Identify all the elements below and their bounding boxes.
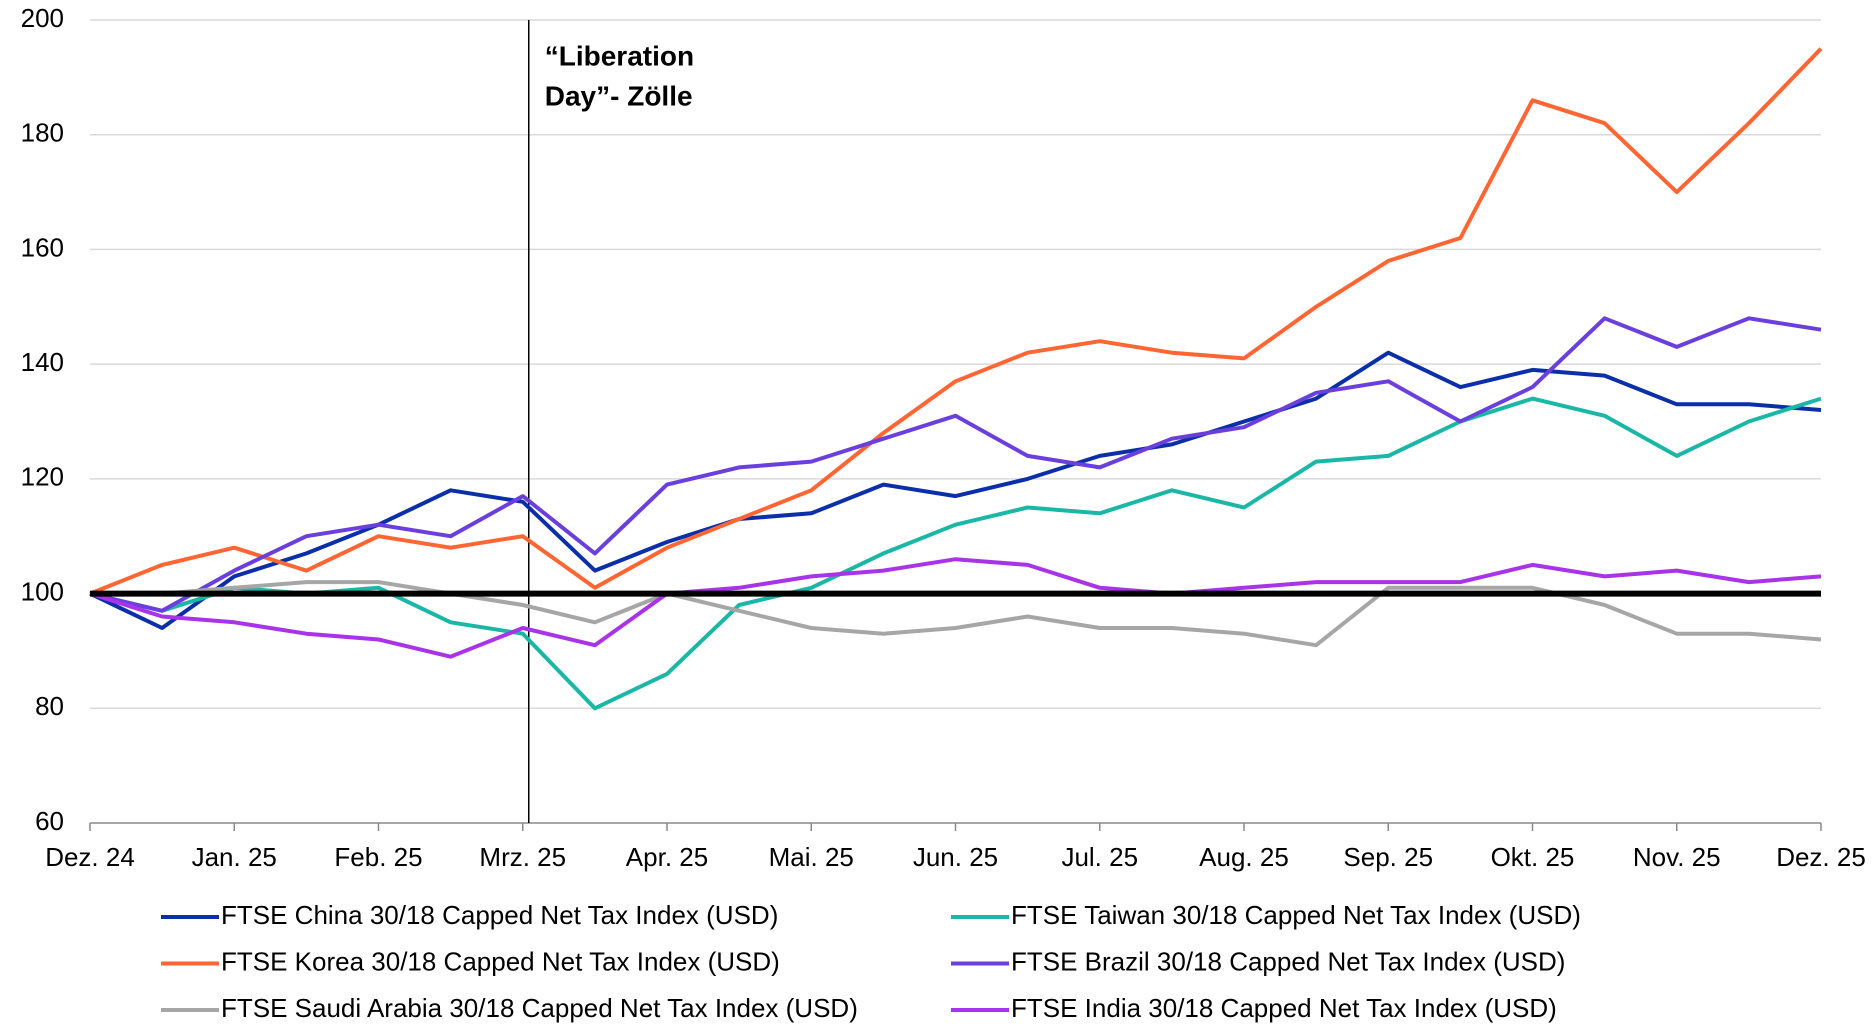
y-tick-label: 160 <box>21 232 64 262</box>
x-tick-label: Aug. 25 <box>1199 842 1289 872</box>
series-line <box>90 580 1822 648</box>
series-line <box>89 316 1822 613</box>
series-line <box>89 350 1822 630</box>
legend-label: FTSE Brazil 30/18 Capped Net Tax Index (… <box>1011 946 1565 976</box>
y-tick-label: 200 <box>21 3 64 33</box>
x-tick-label: Mai. 25 <box>769 842 854 872</box>
x-tick-label: Jan. 25 <box>192 842 277 872</box>
legend-label: FTSE China 30/18 Capped Net Tax Index (U… <box>221 900 778 930</box>
x-tick-label: Jun. 25 <box>913 842 998 872</box>
x-tick-label: Feb. 25 <box>334 842 422 872</box>
x-tick-label: Okt. 25 <box>1491 842 1575 872</box>
annotation-text: “Liberation <box>545 40 694 71</box>
series-line <box>89 396 1822 711</box>
x-tick-label: Dez. 24 <box>45 842 135 872</box>
y-tick-label: 140 <box>21 347 64 377</box>
y-tick-label: 100 <box>21 576 64 606</box>
x-tick-label: Dez. 25 <box>1776 842 1866 872</box>
y-tick-label: 180 <box>21 118 64 148</box>
series-line <box>89 47 1823 596</box>
y-tick-label: 60 <box>35 806 64 836</box>
legend-label: FTSE Taiwan 30/18 Capped Net Tax Index (… <box>1011 900 1581 930</box>
y-tick-label: 120 <box>21 462 64 492</box>
legend-label: FTSE Saudi Arabia 30/18 Capped Net Tax I… <box>221 993 858 1023</box>
legend-label: FTSE Korea 30/18 Capped Net Tax Index (U… <box>221 946 780 976</box>
series-line <box>89 557 1822 659</box>
legend-label: FTSE India 30/18 Capped Net Tax Index (U… <box>1011 993 1557 1023</box>
annotation-text: Day”- Zölle <box>545 80 693 111</box>
y-tick-label: 80 <box>35 691 64 721</box>
x-tick-label: Nov. 25 <box>1633 842 1721 872</box>
x-tick-label: Apr. 25 <box>626 842 708 872</box>
x-tick-label: Sep. 25 <box>1343 842 1433 872</box>
x-tick-label: Jul. 25 <box>1061 842 1138 872</box>
x-tick-label: Mrz. 25 <box>479 842 566 872</box>
